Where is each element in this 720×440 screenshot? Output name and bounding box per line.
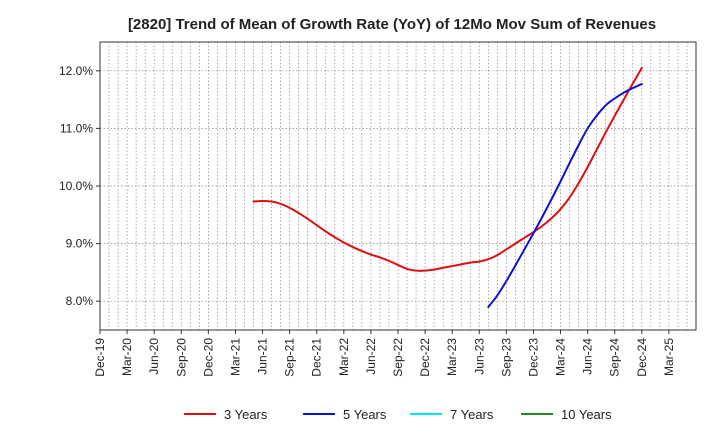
y-tick-label: 8.0% [66,294,94,308]
x-tick-label: Sep-21 [283,338,297,377]
x-tick-label: Sep-24 [608,338,622,377]
x-tick-label: Dec-23 [526,338,540,377]
x-tick-label: Jun-23 [472,338,486,375]
x-tick-label: Mar-20 [120,338,134,376]
y-axis: 8.0% 9.0% 10.0% 11.0% 12.0% [59,64,100,308]
y-tick-label: 9.0% [66,237,94,251]
y-tick-label: 10.0% [59,179,93,193]
x-tick-label: Mar-25 [662,338,676,376]
x-tick-label: Jun-21 [256,338,270,375]
x-tick-label: Dec-22 [418,338,432,377]
x-axis: Dec-19 Mar-20 Jun-20 Sep-20 Dec-20 Mar-21 Jun-… [93,330,676,377]
x-tick-label: Mar-22 [337,338,351,376]
y-tick-label: 12.0% [59,64,93,78]
legend-label-7-years: 7 Years [450,407,494,422]
x-tick-label: Jun-22 [364,338,378,375]
legend: 3 Years 5 Years 7 Years 10 Years [184,407,612,422]
x-tick-label: Dec-20 [201,338,215,377]
x-tick-label: Jun-20 [147,338,161,375]
legend-label-5-years: 5 Years [343,407,387,422]
x-tick-label: Dec-21 [310,338,324,377]
x-tick-label: Sep-23 [499,338,513,377]
x-tick-label: Mar-21 [228,338,242,376]
x-tick-label: Mar-24 [554,338,568,376]
legend-label-3-years: 3 Years [224,407,268,422]
series-line-5-years [487,83,643,308]
x-tick-label: Dec-19 [93,338,107,377]
series-lines [252,66,643,308]
x-tick-label: Sep-20 [174,338,188,377]
x-tick-label: Sep-22 [391,338,405,377]
x-tick-label: Dec-24 [635,338,649,377]
series-line-3-years [252,66,643,272]
x-tick-label: Jun-24 [581,338,595,375]
y-tick-label: 11.0% [60,121,93,135]
x-tick-label: Mar-23 [445,338,459,376]
legend-label-10-years: 10 Years [561,407,612,422]
chart-title: [2820] Trend of Mean of Growth Rate (YoY… [128,16,656,33]
grid [100,42,696,330]
